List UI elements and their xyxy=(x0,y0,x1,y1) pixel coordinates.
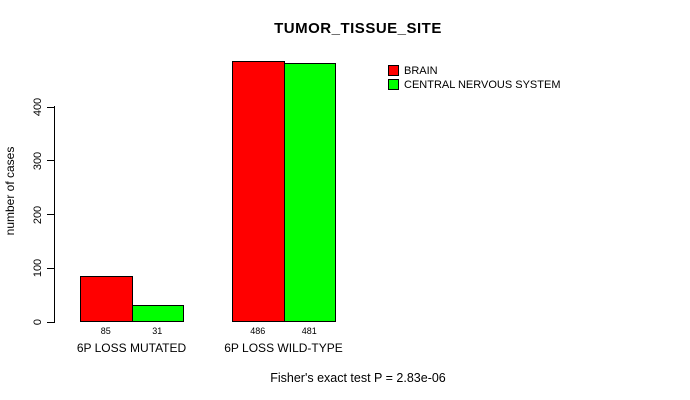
bar-value-central-nervous-system-6p-loss-mutated: 31 xyxy=(152,326,163,336)
bar-value-brain-6p-loss-wild-type: 486 xyxy=(250,326,266,336)
y-tick-label-0: 0 xyxy=(32,318,44,326)
y-tick-200 xyxy=(47,214,54,215)
legend-label-brain: BRAIN xyxy=(404,64,438,77)
annotation-text: Fisher's exact test P = 2.83e-06 xyxy=(270,371,446,385)
bar-central-nervous-system-6p-loss-wild-type xyxy=(283,63,336,322)
y-tick-300 xyxy=(47,160,54,162)
y-tick-400 xyxy=(47,106,54,108)
bar-value-brain-6p-loss-mutated: 85 xyxy=(100,326,111,336)
bar-brain-6p-loss-mutated xyxy=(80,276,133,322)
legend-label-central-nervous-system: CENTRAL NERVOUS SYSTEM xyxy=(404,78,561,91)
y-tick-0 xyxy=(47,321,54,323)
y-tick-label-100: 100 xyxy=(32,259,44,278)
chart-title: TUMOR_TISSUE_SITE xyxy=(274,20,442,37)
legend-swatch-central-nervous-system xyxy=(388,79,399,90)
y-tick-100 xyxy=(47,267,54,269)
legend: BRAIN CENTRAL NERVOUS SYSTEM xyxy=(388,64,560,92)
y-tick-label-300: 300 xyxy=(32,151,44,170)
bar-central-nervous-system-6p-loss-mutated xyxy=(131,305,184,322)
y-tick-label-400: 400 xyxy=(32,97,44,117)
category-label-6p-loss-wild-type: 6P LOSS WILD-TYPE xyxy=(224,341,343,355)
y-tick-label-200: 200 xyxy=(32,205,44,224)
legend-item-brain: BRAIN xyxy=(388,64,560,77)
legend-swatch-brain xyxy=(388,65,399,76)
y-axis-line xyxy=(54,106,55,323)
legend-item-central-nervous-system: CENTRAL NERVOUS SYSTEM xyxy=(388,78,560,91)
category-label-6p-loss-mutated: 6P LOSS MUTATED xyxy=(76,341,187,355)
bar-brain-6p-loss-wild-type xyxy=(232,60,285,322)
bar-value-central-nervous-system-6p-loss-wild-type: 481 xyxy=(301,326,317,336)
